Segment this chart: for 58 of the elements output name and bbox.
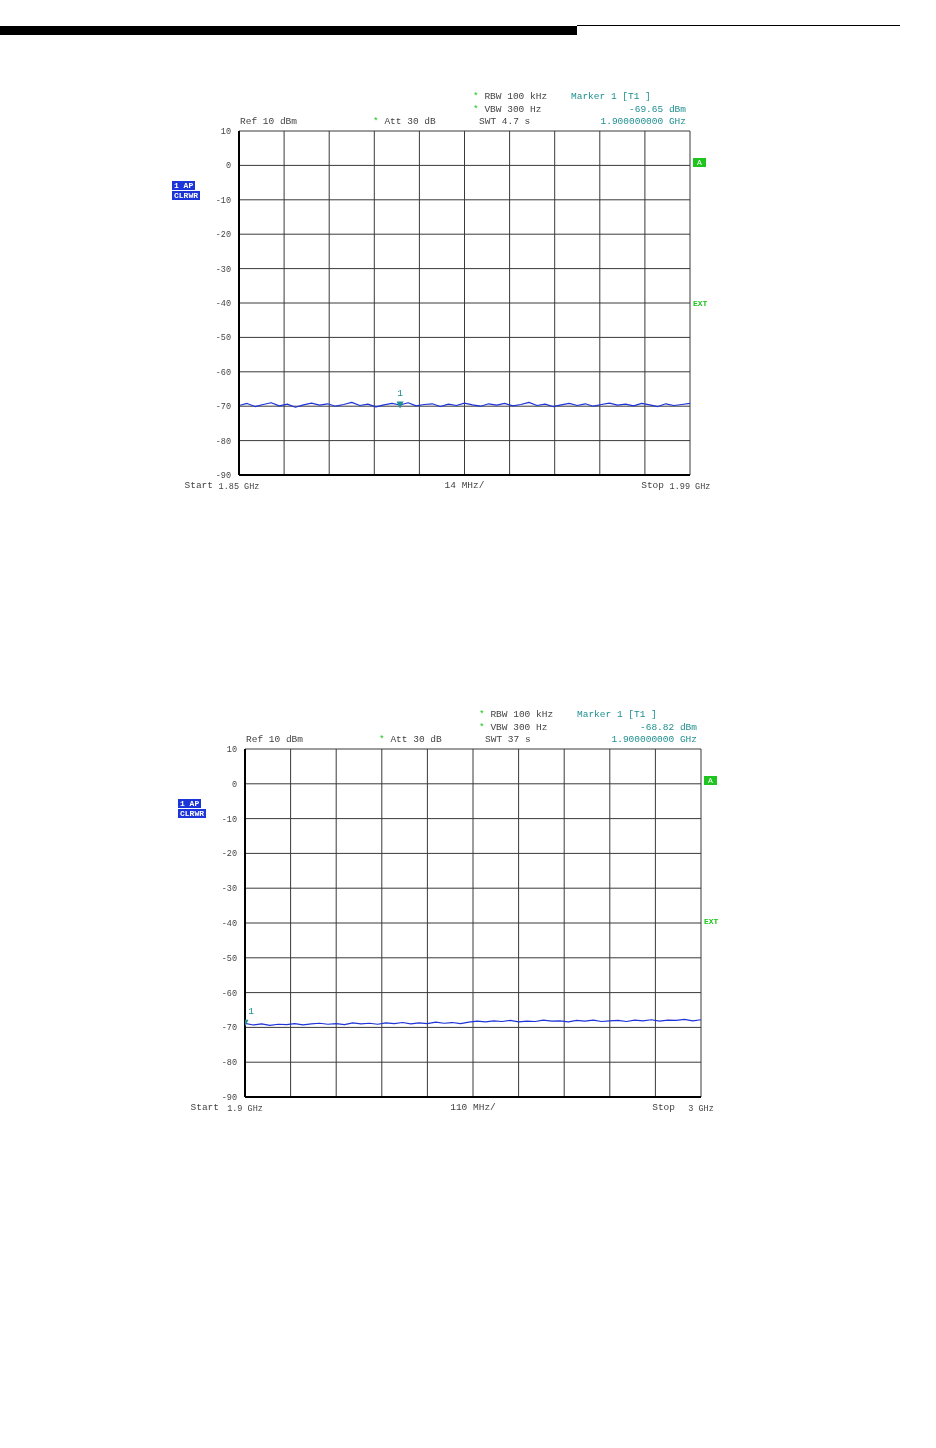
x-tick-label: 1.85 GHz — [218, 482, 260, 493]
text: -69.65 dBm — [628, 104, 686, 115]
text: * VBW 300 Hz — [473, 104, 542, 115]
y-tick-label: -60 — [221, 988, 237, 999]
y-tick-label: -80 — [215, 436, 231, 447]
text: SWT 4.7 s — [479, 116, 531, 127]
y-tick-label: -90 — [215, 471, 231, 482]
text: EXT — [693, 299, 708, 309]
text: -68.82 dBm — [639, 722, 697, 733]
text: Stop — [652, 1102, 675, 1113]
y-tick-label: 10 — [226, 745, 237, 756]
text: Start — [190, 1102, 219, 1113]
y-tick-label: -50 — [221, 953, 237, 964]
y-tick-label: -20 — [215, 230, 231, 241]
y-tick-label: -10 — [221, 814, 237, 825]
y-tick-label: -80 — [221, 1058, 237, 1069]
x-tick-label: 1.9 GHz — [227, 1104, 263, 1115]
y-tick-label: 0 — [225, 161, 231, 172]
text: 1.900000000 GHz — [600, 116, 686, 127]
y-tick-label: -40 — [221, 919, 237, 930]
y-tick-label: -30 — [215, 264, 231, 275]
text: CLRWR — [178, 808, 207, 818]
y-tick-label: 10 — [220, 127, 231, 138]
y-tick-label: -20 — [221, 849, 237, 860]
text: 1.900000000 GHz — [611, 734, 697, 745]
text: * Att 30 dB — [373, 116, 436, 127]
text: Stop — [641, 480, 664, 491]
text: A — [704, 775, 717, 785]
y-tick-label: -50 — [215, 333, 231, 344]
text: 110 MHz/ — [450, 1102, 496, 1113]
y-tick-label: -60 — [215, 367, 231, 378]
y-tick-label: -70 — [221, 1023, 237, 1034]
y-tick-label: -90 — [221, 1093, 237, 1104]
text: CLRWR — [172, 190, 201, 200]
text: * Att 30 dB — [379, 734, 442, 745]
text: SWT 37 s — [485, 734, 531, 745]
text: Ref 10 dBm — [246, 734, 304, 745]
text: 1 AP — [172, 180, 196, 190]
text: Marker 1 [T1 ] — [571, 91, 651, 102]
annotation: 1 — [397, 387, 403, 399]
text: 1 AP — [178, 798, 202, 808]
text: * RBW 100 kHz — [473, 91, 548, 102]
x-tick-label: 3 GHz — [688, 1104, 714, 1115]
y-tick-label: 0 — [231, 779, 237, 790]
text: * RBW 100 kHz — [479, 709, 554, 720]
y-tick-label: -40 — [215, 299, 231, 310]
y-tick-label: -30 — [221, 884, 237, 895]
text: Start — [184, 480, 213, 491]
text: EXT — [704, 917, 719, 927]
text: Ref 10 dBm — [240, 116, 298, 127]
text: * VBW 300 Hz — [479, 722, 548, 733]
text: Marker 1 [T1 ] — [577, 709, 657, 720]
x-tick-label: 1.99 GHz — [669, 482, 711, 493]
y-tick-label: -70 — [215, 402, 231, 413]
annotation: 1 — [248, 1006, 254, 1018]
y-tick-label: -10 — [215, 195, 231, 206]
text: 14 MHz/ — [444, 480, 485, 491]
text: A — [693, 157, 706, 167]
